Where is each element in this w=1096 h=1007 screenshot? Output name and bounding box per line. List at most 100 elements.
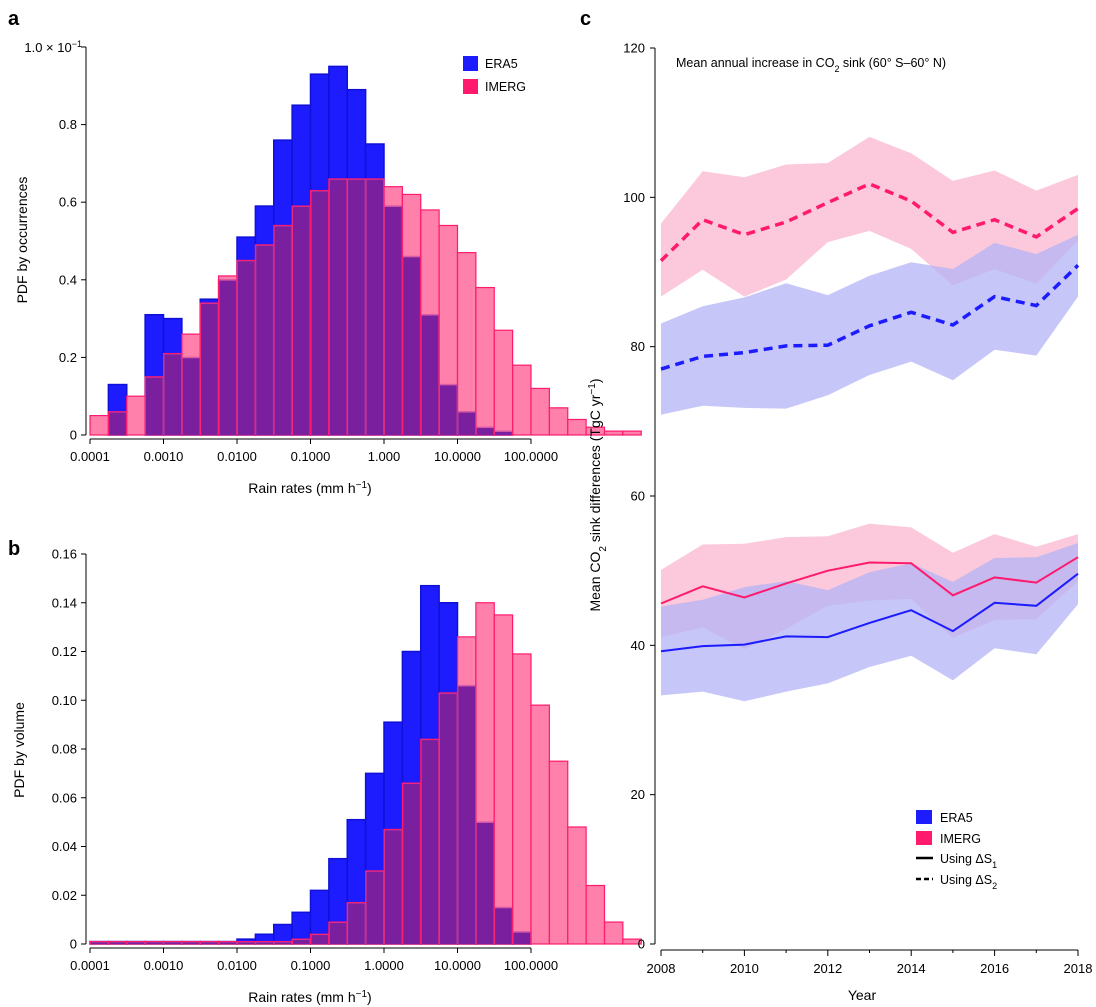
panel-b-letter: b — [8, 538, 20, 560]
panel-a-bar-overlap — [403, 257, 420, 435]
panel-b: b 0 0.02 0.04 0.06 0.08 0.10 0.12 0.14 0.16 0.000… — [8, 538, 642, 1006]
legend-c-era5-label: ERA5 — [940, 811, 973, 825]
panel-b-x-tick-label: 0.1000 — [291, 958, 331, 973]
panel-a-legend: ERA5 IMERG — [463, 56, 526, 94]
panel-a-bar-imerg — [512, 364, 532, 436]
panel-b-bar-overlap — [329, 922, 347, 944]
panel-b-bar-imerg — [548, 760, 569, 945]
panel-a-ytop-label: 1.0 × 10−1 — [24, 39, 82, 55]
panel-a-bar-imerg — [622, 430, 642, 436]
panel-c-y-tick-label: 40 — [631, 638, 645, 653]
panel-a-x-tick-label: 0.0010 — [144, 449, 184, 464]
panel-a-bar-overlap — [145, 377, 163, 435]
panel-c-axes: 0 20 40 60 80 100 120 2008 2010 2012 2014 2016 2018 — [623, 41, 1092, 977]
panel-c-y-tick-label: 100 — [623, 190, 645, 205]
panel-b-bar-overlap — [292, 939, 310, 944]
panel-c-x-tick-label: 2008 — [647, 961, 676, 976]
panel-c-letter: c — [580, 8, 591, 30]
panel-c-y-tick-label: 60 — [631, 489, 645, 504]
panel-b-y-tick-label: 0.04 — [52, 839, 77, 854]
panel-b-x-tick-label: 0.0010 — [144, 958, 184, 973]
panel-b-x-tick-label: 10.0000 — [434, 958, 481, 973]
panel-c-xlabel: Year — [848, 987, 877, 1003]
panel-a-bar-imerg — [475, 286, 495, 436]
panel-a-x-tick-label: 1.000 — [368, 449, 401, 464]
panel-c-y-tick-label: 120 — [623, 41, 645, 56]
legend-imerg-label: IMERG — [485, 80, 526, 94]
panel-a-bar-overlap — [109, 412, 126, 435]
panel-b-bar-overlap — [458, 686, 476, 944]
line-era5-solid — [660, 572, 1079, 653]
panel-a-bar-imerg — [603, 430, 624, 436]
panel-a-bar-overlap — [384, 206, 402, 435]
panel-a-x-tick-label: 0.0100 — [217, 449, 257, 464]
panel-a: a 0 0.2 0.4 0.6 0.8 0.0001 0.0010 0.0100 0.1000 1… — [8, 8, 642, 497]
panel-b-y-tick-label: 0.08 — [52, 742, 77, 757]
panel-a-xlabel: Rain rates (mm h−1) — [248, 480, 371, 497]
panel-c-x-tick-label: 2010 — [730, 961, 759, 976]
legend-c-era5-swatch — [916, 810, 932, 824]
panel-a-bar-overlap — [329, 179, 347, 435]
panel-a-bar-imerg — [456, 252, 477, 436]
panel-b-bars — [89, 584, 642, 945]
panel-b-bar-imerg — [512, 653, 532, 945]
line-imerg-dashed — [659, 181, 1079, 263]
panel-a-bar-overlap — [182, 358, 200, 435]
panel-a-bar-overlap — [366, 179, 384, 435]
panel-a-bar-overlap — [495, 431, 512, 435]
panel-a-bar-imerg — [530, 387, 550, 436]
legend-c-imerg-label: IMERG — [940, 832, 981, 846]
panel-c-plot — [659, 136, 1080, 702]
panel-c-y-tick-label: 80 — [631, 339, 645, 354]
panel-a-bar-imerg — [89, 415, 109, 436]
panel-a-bar-overlap — [237, 261, 255, 435]
panel-b-bar-overlap — [237, 942, 255, 944]
panel-b-bar-overlap — [256, 942, 273, 944]
panel-a-bar-overlap — [439, 385, 457, 435]
panel-a-bars — [89, 65, 642, 436]
panel-c-legend: ERA5 IMERG Using ΔS1 Using ΔS2 — [916, 810, 997, 891]
panel-c-x-tick-label: 2018 — [1064, 961, 1093, 976]
panel-a-y-tick-label: 0.4 — [59, 272, 77, 287]
panel-a-bar-overlap — [164, 354, 182, 435]
panel-b-bar-overlap — [439, 693, 457, 944]
panel-a-bar-overlap — [311, 191, 329, 435]
panel-b-y-tick-label: 0 — [70, 937, 77, 952]
panel-b-bar-overlap — [127, 942, 145, 944]
panel-a-bar-imerg — [126, 395, 146, 436]
panel-b-y-tick-label: 0.10 — [52, 693, 77, 708]
panel-a-x-tick-label: 0.0001 — [70, 449, 110, 464]
panel-a-bar-imerg — [548, 407, 569, 436]
panel-b-bar-overlap — [164, 942, 182, 944]
panel-b-bar-overlap — [201, 942, 218, 944]
panel-b-xlabel: Rain rates (mm h−1) — [248, 989, 371, 1006]
panel-c-x-tick-label: 2014 — [897, 961, 926, 976]
panel-a-ylabel: PDF by occurrences — [14, 177, 30, 304]
panel-b-bar-imerg — [603, 921, 624, 945]
panel-b-bar-overlap — [403, 783, 420, 944]
panel-b-bar-overlap — [421, 740, 439, 944]
panel-b-axes: 0 0.02 0.04 0.06 0.08 0.10 0.12 0.14 0.16 0.0001 0… — [52, 547, 558, 974]
panel-b-bar-overlap — [366, 871, 384, 944]
panel-a-bar-overlap — [256, 245, 273, 435]
panel-b-x-tick-label: 100.0000 — [504, 958, 558, 973]
panel-b-y-tick-label: 0.02 — [52, 888, 77, 903]
panel-c-y-tick-label: 0 — [638, 937, 645, 952]
legend-c-imerg-swatch — [916, 831, 932, 845]
panel-b-bar-overlap — [513, 932, 531, 944]
panel-b-bar-imerg — [530, 704, 550, 945]
panel-a-y-tick-label: 0 — [70, 428, 77, 443]
panel-b-y-tick-label: 0.14 — [52, 595, 77, 610]
panel-a-letter: a — [8, 8, 20, 30]
panel-b-bar-overlap — [476, 822, 494, 944]
panel-b-bar-overlap — [145, 942, 163, 944]
legend-era5-swatch — [463, 56, 478, 71]
panel-c-title: Mean annual increase in CO2 sink (60° S–… — [676, 56, 946, 74]
line-imerg-solid — [660, 556, 1079, 605]
panel-b-y-tick-label: 0.06 — [52, 790, 77, 805]
panel-b-bar-overlap — [495, 908, 512, 944]
panel-b-x-tick-label: 0.0100 — [217, 958, 257, 973]
panel-a-bar-overlap — [292, 206, 310, 435]
panel-a-y-tick-label: 0.6 — [59, 195, 77, 210]
panel-b-bar-imerg — [493, 614, 514, 945]
